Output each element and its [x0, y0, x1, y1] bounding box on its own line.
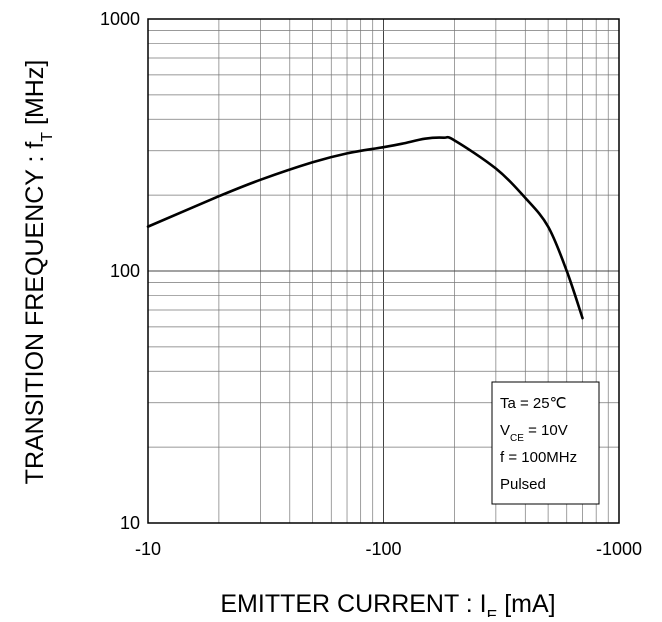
legend: Ta = 25℃ VCE = 10V f = 100MHz Pulsed — [491, 381, 600, 505]
legend-box — [491, 381, 600, 505]
legend-entry-vce: VCE = 10V — [500, 422, 568, 444]
y-axis-label: TRANSITION FREQUENCY : fT [MHz] — [21, 60, 56, 485]
legend-entry-pulsed: Pulsed — [500, 476, 546, 493]
x-tick-label: -10 — [135, 539, 161, 559]
y-tick-label: 100 — [110, 261, 140, 281]
x-tick-label: -1000 — [596, 539, 642, 559]
y-tick-label: 10 — [120, 513, 140, 533]
tick-labels: -10 -100 -1000 10 100 1000 — [100, 9, 642, 559]
x-tick-label: -100 — [365, 539, 401, 559]
legend-entry-temperature: Ta = 25℃ — [500, 395, 566, 412]
x-axis-label: EMITTER CURRENT : IE [mA] — [220, 590, 555, 617]
y-tick-label: 1000 — [100, 9, 140, 29]
legend-entry-frequency: f = 100MHz — [500, 449, 577, 466]
plot-frame — [147, 18, 620, 524]
series-line — [146, 135, 584, 320]
